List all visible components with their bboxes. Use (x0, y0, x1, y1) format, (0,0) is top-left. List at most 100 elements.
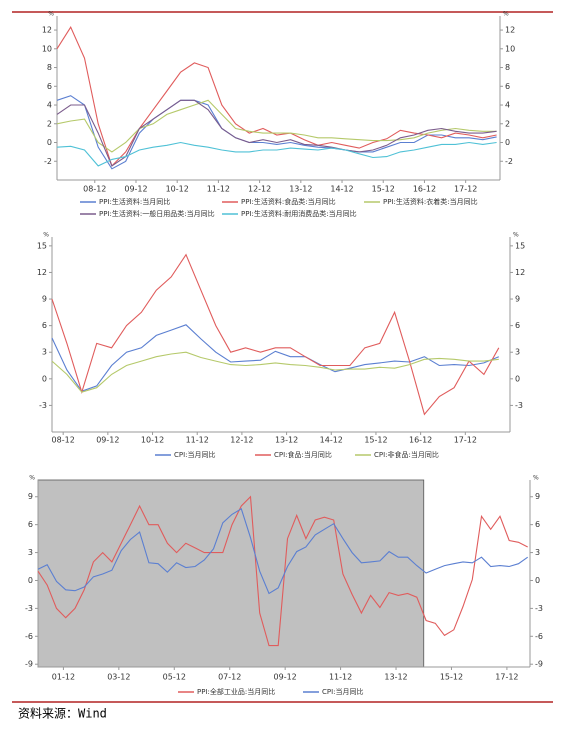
legend-label: CPI:当月同比 (322, 687, 364, 696)
y-tick-label: 9 (535, 492, 540, 501)
y-tick-label: 6 (535, 520, 540, 529)
legend-label: PPI:生活资料:一般日用品类:当月同比 (99, 209, 215, 218)
y-tick-label: 0 (515, 374, 520, 383)
x-tick-label: 01-12 (52, 673, 75, 682)
x-tick-label: 15-12 (440, 673, 463, 682)
y-tick-label: 3 (535, 548, 540, 557)
x-tick-label: 05-12 (163, 673, 186, 682)
y-tick-label: 8 (47, 63, 52, 72)
y-tick-label: -3 (515, 401, 523, 410)
y-tick-label: -3 (25, 604, 33, 613)
y-tick-label: -2 (505, 157, 513, 166)
series-line (51, 324, 500, 392)
y-unit: % (513, 232, 519, 239)
y-unit: % (48, 11, 54, 18)
y-tick-label: -3 (39, 401, 47, 410)
x-tick-label: 15-12 (364, 436, 387, 445)
y-tick-label: 10 (505, 44, 515, 53)
y-unit: % (503, 11, 509, 18)
series-line (51, 351, 499, 393)
y-tick-label: 6 (505, 82, 510, 91)
x-tick-label: 15-12 (372, 185, 395, 194)
x-tick-label: 17-12 (495, 673, 518, 682)
y-tick-label: 15 (37, 241, 47, 250)
y-tick-label: -9 (25, 660, 33, 669)
x-tick-label: 11-12 (207, 185, 230, 194)
y-tick-label: 12 (37, 268, 47, 277)
source-note: 资料来源：Wind (18, 707, 107, 721)
y-tick-label: 9 (515, 295, 520, 304)
y-tick-label: 15 (515, 241, 525, 250)
y-tick-label: 12 (515, 268, 525, 277)
legend-label: PPI:生活资料:当月同比 (99, 197, 170, 206)
y-tick-label: 6 (47, 82, 52, 91)
x-tick-label: 16-12 (413, 185, 436, 194)
shaded-period (37, 479, 425, 668)
legend-label: CPI:食品:当月同比 (274, 450, 332, 459)
x-tick-label: 11-12 (329, 673, 352, 682)
y-tick-label: 0 (535, 576, 540, 585)
y-tick-label: 4 (47, 101, 52, 110)
y-tick-label: -6 (535, 632, 543, 641)
series-line (56, 99, 497, 153)
x-tick-label: 12-12 (248, 185, 271, 194)
y-tick-label: 6 (42, 321, 47, 330)
legend-label: PPI:生活资料:食品类:当月同比 (241, 197, 336, 206)
x-tick-label: 13-12 (275, 436, 298, 445)
legend-label: CPI:非食品:当月同比 (374, 450, 439, 459)
y-tick-label: 2 (505, 119, 510, 128)
series-line (56, 99, 497, 167)
y-tick-label: 0 (47, 138, 52, 147)
y-tick-label: 2 (47, 119, 52, 128)
y-tick-label: 9 (42, 295, 47, 304)
x-tick-label: 09-12 (124, 185, 147, 194)
y-tick-label: 0 (42, 374, 47, 383)
legend-label: PPI:生活资料:耐用消费品类:当月同比 (241, 209, 357, 218)
x-tick-label: 08-12 (52, 436, 75, 445)
y-tick-label: 10 (42, 44, 52, 53)
series-line (37, 495, 528, 647)
legend-label: CPI:当月同比 (174, 450, 216, 459)
x-tick-label: 14-12 (320, 436, 343, 445)
y-tick-label: 12 (42, 26, 52, 35)
x-tick-label: 17-12 (454, 436, 477, 445)
y-tick-label: 3 (515, 348, 520, 357)
x-tick-label: 03-12 (107, 673, 130, 682)
x-tick-label: 08-12 (83, 185, 106, 194)
y-tick-label: 12 (505, 26, 515, 35)
y-tick-label: -6 (25, 632, 33, 641)
y-tick-label: 3 (28, 548, 33, 557)
x-tick-label: 11-12 (186, 436, 209, 445)
series-line (37, 507, 529, 595)
y-tick-label: 9 (28, 492, 33, 501)
y-unit: % (29, 475, 35, 482)
x-tick-label: 12-12 (230, 436, 253, 445)
y-tick-label: 0 (505, 138, 510, 147)
x-tick-label: 13-12 (289, 185, 312, 194)
y-tick-label: -2 (44, 157, 52, 166)
y-tick-label: 8 (505, 63, 510, 72)
series-line (51, 253, 500, 416)
x-tick-label: 13-12 (384, 673, 407, 682)
x-tick-label: 14-12 (330, 185, 353, 194)
x-tick-label: 10-12 (166, 185, 189, 194)
x-tick-label: 16-12 (409, 436, 432, 445)
series-line (56, 141, 497, 167)
x-tick-label: 09-12 (274, 673, 297, 682)
y-unit: % (43, 232, 49, 239)
y-tick-label: 6 (515, 321, 520, 330)
y-tick-label: -3 (535, 604, 543, 613)
x-tick-label: 09-12 (96, 436, 119, 445)
y-tick-label: 0 (28, 576, 33, 585)
y-tick-label: 6 (28, 520, 33, 529)
series-line (56, 95, 497, 170)
series-line (56, 26, 497, 167)
y-tick-label: 4 (505, 101, 510, 110)
x-tick-label: 07-12 (218, 673, 241, 682)
legend-label: PPI:全部工业品:当月同比 (197, 687, 275, 696)
legend-label: PPI:生活资料:衣着类:当月同比 (383, 197, 478, 206)
y-tick-label: -9 (535, 660, 543, 669)
x-tick-label: 10-12 (141, 436, 164, 445)
